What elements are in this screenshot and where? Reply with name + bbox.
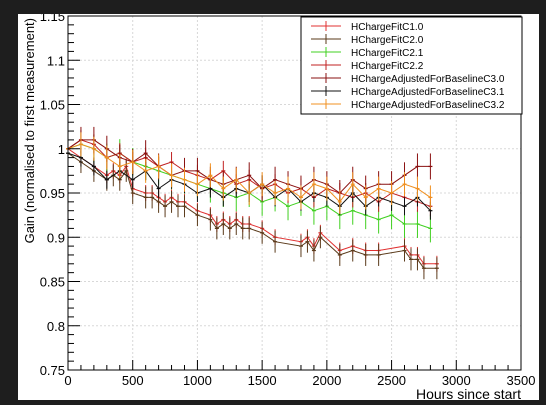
legend-entry: HChargeAdjustedForBaselineC3.1 (351, 87, 505, 98)
x-tick-label: 2500 (377, 373, 406, 388)
legend-entry: HChargeAdjustedForBaselineC3.2 (351, 100, 505, 111)
legend: HChargeFitC1.0 HChargeFitC2.0 HChargeFitC2… (300, 16, 523, 115)
legend-entry: HChargeFitC2.1 (351, 48, 424, 59)
y-tick-label: 1.15 (40, 14, 65, 24)
plot-panel: 0 500 1000 1500 2000 2500 3000 3500 0.75 0.8 0.85 0… (18, 9, 539, 402)
y-tick-label: 0.8 (47, 319, 65, 334)
y-tick-label: 0.9 (47, 230, 65, 245)
series-HChargeFitC2.0 (66, 142, 439, 280)
series-HChargeAdjustedForBaselineC3.2 (66, 132, 433, 214)
legend-entry: HChargeAdjustedForBaselineC3.0 (351, 74, 505, 85)
x-tick-label: 500 (122, 373, 144, 388)
x-tick-label: 3000 (442, 373, 471, 388)
x-tick-label: 1500 (248, 373, 277, 388)
y-tick-label: 0.95 (40, 186, 65, 201)
series-HChargeFitC1.0 (66, 140, 439, 272)
y-tick-label: 0.75 (40, 363, 65, 378)
y-tick-label: 1.1 (47, 53, 65, 68)
series-layer (66, 126, 439, 280)
x-tick-label: 1000 (183, 373, 212, 388)
series-line (67, 148, 437, 265)
gain-chart: 0 500 1000 1500 2000 2500 3000 3500 0.75 0.8 0.85 0… (22, 9, 536, 402)
y-tick-label: 1 (58, 142, 65, 157)
x-axis-label: Hours since start (416, 386, 521, 400)
legend-entry: HChargeFitC2.0 (351, 35, 424, 46)
y-tick-label: 0.85 (40, 275, 65, 290)
x-tick-label: 2000 (312, 373, 341, 388)
series-line (67, 152, 437, 269)
x-tick-label: 3500 (507, 373, 536, 388)
x-tick-label: 0 (64, 373, 71, 388)
legend-entry: HChargeFitC2.2 (351, 61, 424, 72)
y-tick-label: 1.05 (40, 98, 65, 113)
axis-ticks (67, 15, 522, 371)
y-axis-label: Gain (normalised to first measurement) (22, 18, 37, 243)
legend-entry: HChargeFitC1.0 (351, 22, 424, 33)
